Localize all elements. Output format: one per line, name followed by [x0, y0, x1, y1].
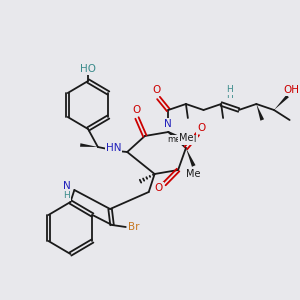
Text: HO: HO: [80, 64, 96, 74]
Text: Me: Me: [187, 169, 201, 179]
Text: HN: HN: [106, 143, 121, 153]
Text: O: O: [154, 183, 163, 193]
Text: H: H: [63, 191, 70, 200]
Text: H: H: [226, 85, 233, 94]
Polygon shape: [274, 95, 289, 110]
Text: H: H: [226, 91, 233, 100]
Text: N: N: [164, 119, 172, 129]
Text: Me: Me: [179, 133, 193, 143]
Text: Br: Br: [128, 222, 139, 232]
Text: O: O: [197, 123, 206, 133]
Text: O: O: [133, 105, 141, 115]
Polygon shape: [186, 148, 196, 167]
Polygon shape: [80, 143, 98, 147]
Polygon shape: [256, 104, 264, 121]
Text: N: N: [63, 181, 70, 191]
Text: OH: OH: [284, 85, 300, 95]
Text: O: O: [152, 85, 161, 95]
Text: methyl: methyl: [167, 136, 197, 145]
